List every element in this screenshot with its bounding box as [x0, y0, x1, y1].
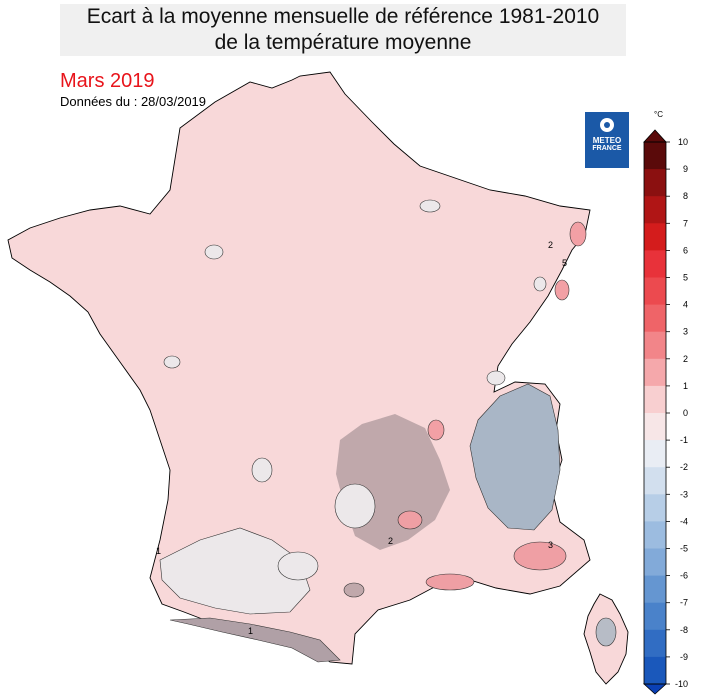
colorbar-band — [644, 304, 666, 333]
colorbar-band — [644, 575, 666, 604]
mainland-france — [7, 71, 591, 665]
colorbar-tick-label: 3 — [683, 327, 688, 337]
title-line-1: Ecart à la moyenne mensuelle de référenc… — [86, 5, 600, 28]
contour-label: 2 — [388, 536, 393, 546]
cool-pocket-8 — [163, 355, 181, 369]
cool-pocket-7 — [533, 276, 547, 292]
colorbar-tick-label: -3 — [680, 489, 688, 499]
colorbar-tick-label: -4 — [680, 516, 688, 526]
colorbar-band — [644, 358, 666, 387]
colorbar-tick-label: 10 — [678, 137, 688, 147]
colorbar-band — [644, 440, 666, 468]
colorbar-band — [644, 142, 666, 170]
warm-zone-ardeche — [397, 510, 423, 530]
meteo-france-logo: METEO FRANCE — [585, 112, 629, 168]
colorbar-tick-label: -9 — [680, 652, 688, 662]
period-label: Mars 2019 — [60, 70, 155, 92]
cool-pocket-9 — [343, 582, 365, 598]
logo-line-1: METEO — [592, 136, 622, 145]
cool-pocket-4 — [277, 551, 319, 581]
colorbar-tick-label: -5 — [680, 544, 688, 554]
warm-zone-southeast — [513, 541, 567, 571]
colorbar-tick-label: -2 — [680, 462, 688, 472]
colorbar-band — [644, 385, 666, 414]
colorbar-tick-label: 6 — [683, 245, 688, 255]
colorbar-max-arrow — [643, 129, 667, 143]
meteo-france-emblem-icon — [600, 118, 614, 132]
cool-pocket-1 — [204, 244, 224, 260]
colorbar-band — [644, 521, 666, 549]
colorbar-unit: °C — [654, 110, 663, 119]
colorbar-band — [644, 250, 666, 278]
cool-pocket-5 — [251, 457, 273, 483]
colorbar-band — [644, 494, 666, 522]
colorbar-band — [644, 169, 666, 197]
colorbar-band — [644, 196, 666, 224]
cool-pocket-6 — [486, 370, 506, 386]
contour-label: 1 — [248, 626, 253, 636]
colorbar-band — [644, 277, 666, 306]
colorbar-band — [644, 602, 666, 631]
colorbar-band — [644, 331, 666, 360]
warm-zone-vosges — [554, 279, 570, 301]
colorbar-tick-label: -7 — [680, 598, 688, 608]
colorbar-band — [644, 413, 666, 441]
cool-pocket-2 — [419, 199, 441, 213]
colorbar-tick-label: 4 — [683, 300, 688, 310]
colorbar-band — [644, 548, 666, 577]
colorbar-tick-label: -1 — [680, 435, 688, 445]
colorbar-tick-label: -6 — [680, 571, 688, 581]
title-line-2: de la température moyenne — [214, 31, 472, 54]
warm-zone-alsace — [569, 221, 587, 247]
colorbar-tick-label: 0 — [683, 408, 688, 418]
warm-zone-rhone — [427, 419, 445, 441]
colorbar-tick-label: -10 — [675, 679, 688, 689]
colorbar-band — [644, 223, 666, 251]
colorbar-tick-label: 5 — [683, 273, 688, 283]
colorbar-tick-label: 8 — [683, 191, 688, 201]
colorbar-tick-label: -8 — [680, 625, 688, 635]
colorbar-band — [644, 656, 666, 685]
warm-zone-gard — [425, 573, 475, 591]
logo-line-2: FRANCE — [592, 145, 622, 152]
colorbar-band — [644, 467, 666, 495]
colorbar-tick-label: 2 — [683, 354, 688, 364]
relief-pyrenees — [169, 617, 341, 663]
contour-label: 1 — [156, 546, 161, 556]
cool-zone-southwest — [159, 527, 311, 615]
colorbar-tick-label: 9 — [683, 164, 688, 174]
colorbar-band — [644, 629, 666, 658]
colorbar-tick-label: 1 — [683, 381, 688, 391]
colorbar-tick-label: 7 — [683, 218, 688, 228]
cool-pocket-3 — [334, 483, 376, 529]
map-title: Ecart à la moyenne mensuelle de référenc… — [60, 4, 626, 56]
colorbar-min-arrow — [642, 683, 668, 695]
contour-label: 3 — [548, 540, 553, 550]
contour-label: 5 — [562, 258, 567, 268]
corsica-cold-zone — [595, 617, 617, 647]
cold-zone-alps — [469, 383, 561, 531]
contour-label: 2 — [548, 240, 553, 250]
data-date-label: Données du : 28/03/2019 — [60, 94, 207, 109]
